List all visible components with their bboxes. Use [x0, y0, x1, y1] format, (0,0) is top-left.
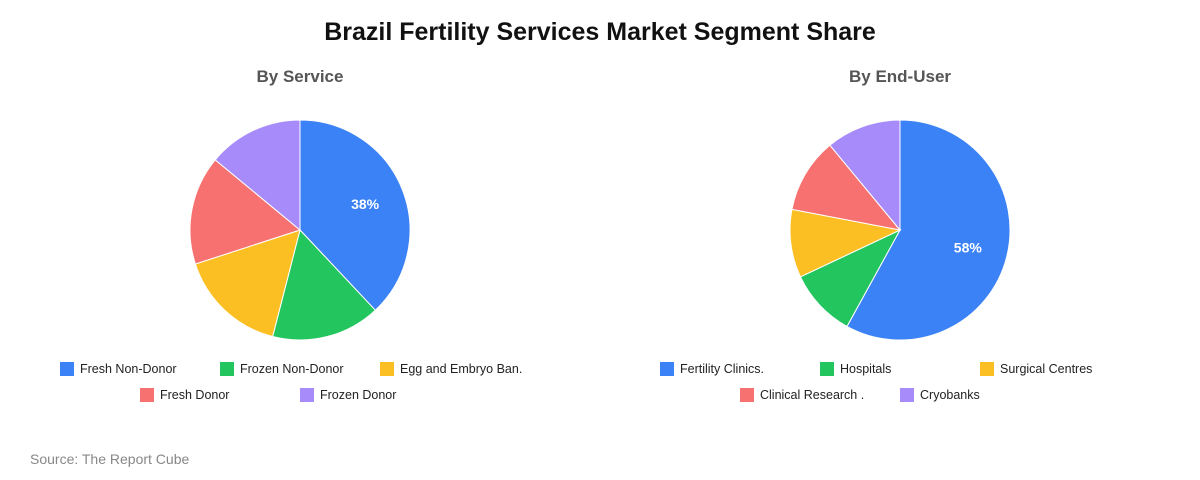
legend-label: Hospitals	[840, 362, 892, 376]
legend-label: Cryobanks	[920, 388, 980, 402]
legend-swatch	[140, 388, 154, 402]
pie-slice-fresh-non-donor	[299, 119, 411, 311]
legend-label: Clinical Research .	[760, 388, 865, 402]
service-pie-chart: 38%	[189, 119, 411, 341]
legend-swatch	[60, 362, 74, 376]
legend-swatch	[740, 388, 754, 402]
legend-swatch	[300, 388, 314, 402]
service-pie-title: By Service	[256, 67, 344, 86]
legend-item-cryobanks: Cryobanks	[900, 386, 980, 404]
legend-item-clinical-research: Clinical Research .	[740, 386, 864, 404]
legend-label: Fresh Non-Donor	[80, 362, 177, 376]
legend-item-fresh-non-donor: Fresh Non-Donor	[60, 360, 177, 378]
pie-slice-fresh-donor	[189, 159, 302, 265]
legend-swatch	[220, 362, 234, 376]
chart-title: Brazil Fertility Services Market Segment…	[324, 18, 876, 46]
legend-item-fertility-clinics: Fertility Clinics.	[660, 360, 764, 378]
legend-item-frozen-donor: Frozen Donor	[300, 386, 396, 404]
legend-label: Fertility Clinics.	[680, 362, 765, 376]
legend-swatch	[980, 362, 994, 376]
legend-swatch	[820, 362, 834, 376]
legend-item-egg-and-embryo-ban: Egg and Embryo Ban.	[380, 360, 522, 378]
legend-label: Surgical Centres	[1000, 362, 1093, 376]
legend-item-hospitals: Hospitals	[820, 360, 891, 378]
legend-label: Egg and Embryo Ban.	[400, 362, 523, 376]
pie-slice-egg-and-embryo-ban	[194, 229, 301, 338]
end-user-pie-title: By End-User	[848, 67, 952, 86]
legend-swatch	[900, 388, 914, 402]
legend-item-fresh-donor: Fresh Donor	[140, 386, 229, 404]
pie-slice-frozen-donor	[214, 119, 301, 232]
legend-label: Frozen Non-Donor	[240, 362, 344, 376]
legend-label: Fresh Donor	[160, 388, 230, 402]
pie-slice-cryobanks	[829, 119, 901, 232]
legend-item-surgical-centres: Surgical Centres	[980, 360, 1092, 378]
pie-slice-clinical-research	[791, 144, 902, 231]
service-pie-panel: By Service 38% Fresh Non-Donor Frozen Non…	[0, 60, 600, 420]
end-user-pie-chart: 58%	[789, 119, 1011, 341]
end-user-pie-panel: By End-User 58% Fertility Clinics. Hospit…	[600, 60, 1200, 420]
data-label-fresh-non-donor: 38%	[351, 196, 380, 212]
legend-label: Frozen Donor	[320, 388, 397, 402]
pie-slice-fertility-clinics	[846, 119, 1011, 341]
legend-swatch	[660, 362, 674, 376]
legend-swatch	[380, 362, 394, 376]
data-label-fertility-clinics: 58%	[954, 239, 983, 255]
legend-item-frozen-non-donor: Frozen Non-Donor	[220, 360, 344, 378]
source-note: Source: The Report Cube	[30, 451, 190, 467]
pie-slice-frozen-non-donor	[272, 228, 377, 341]
